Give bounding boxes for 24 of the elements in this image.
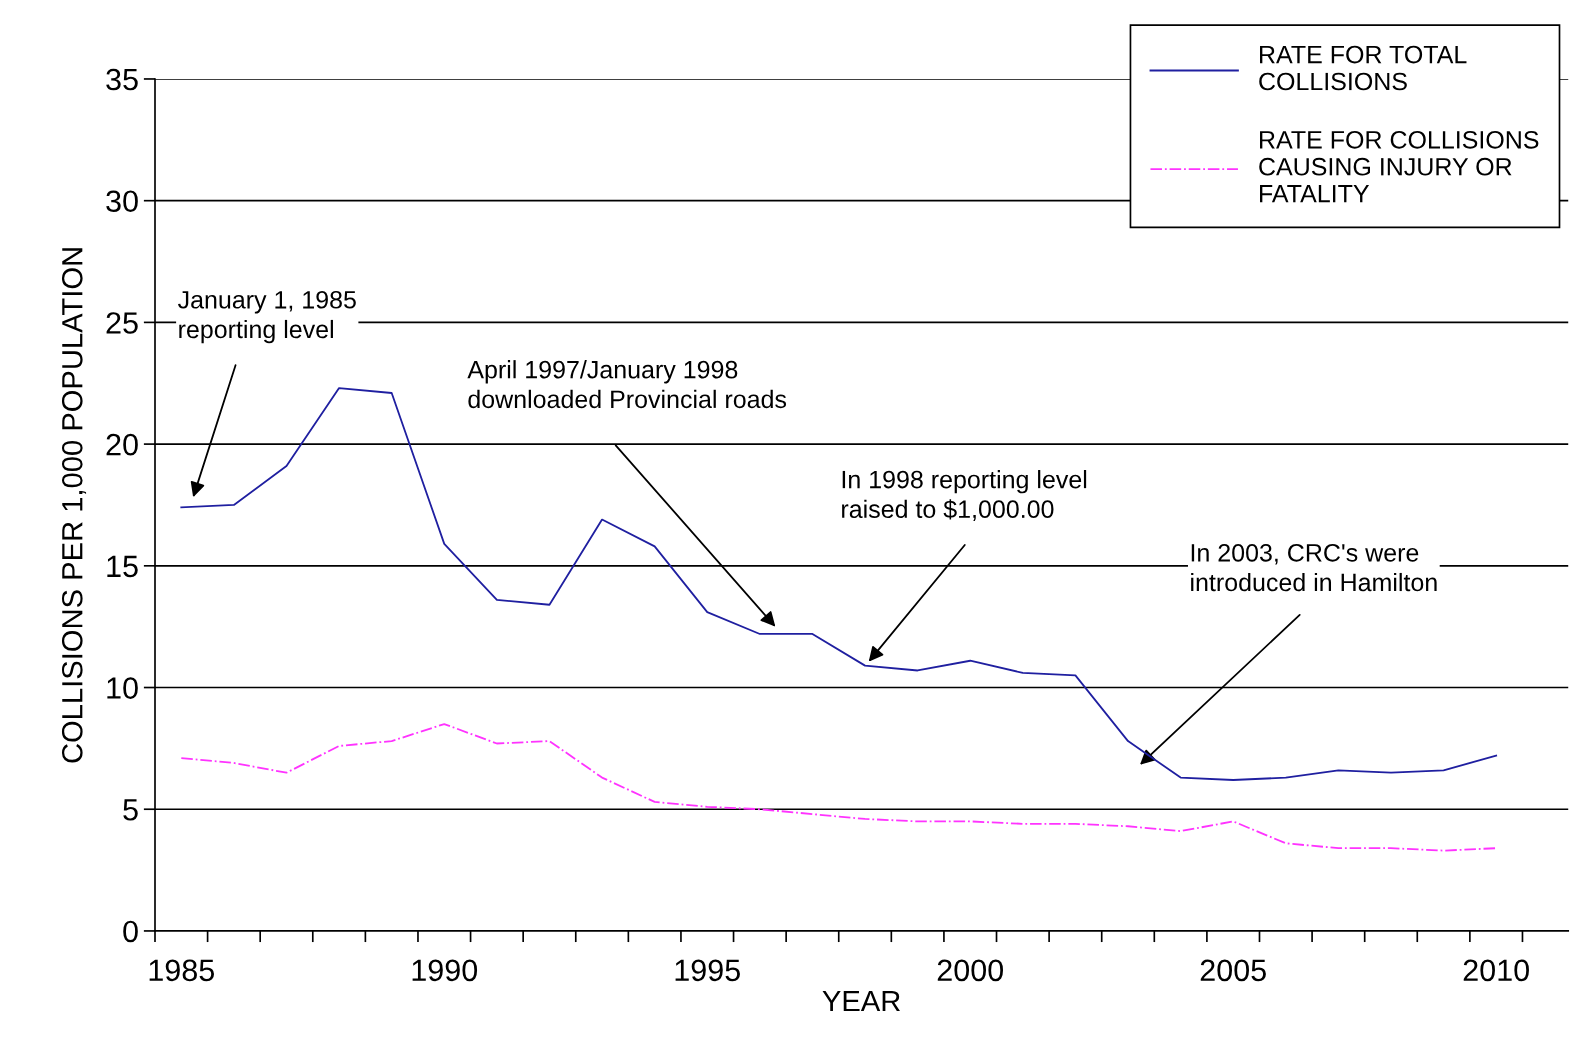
x-tick-label: 2005 bbox=[1200, 959, 1266, 982]
y-tick-label: 10 bbox=[107, 677, 138, 699]
line-series bbox=[180, 387, 1498, 781]
y-tick-label: 20 bbox=[106, 433, 138, 456]
x-tick-label: 1985 bbox=[149, 959, 215, 982]
x-tick-label: 1995 bbox=[675, 959, 740, 982]
legend-label: RATE FOR COLLISIONS CAUSING INJURY OR FATALITY bbox=[1259, 130, 1539, 203]
y-tick-label: 0 bbox=[123, 920, 138, 943]
legend-label: RATE FOR TOTAL COLLISIONS bbox=[1259, 45, 1467, 91]
annotation: April 1997/January 1998 downloaded Provincial roads bbox=[467, 360, 787, 409]
annotation: In 2003, CRC's were introduced in Hamilton bbox=[1191, 543, 1437, 592]
x-axis-title: YEAR bbox=[822, 991, 900, 1012]
y-tick-label: 15 bbox=[107, 555, 138, 578]
x-tick-label: 2010 bbox=[1463, 959, 1529, 982]
y-tick-label: 35 bbox=[106, 68, 138, 91]
y-tick-label: 25 bbox=[106, 312, 138, 334]
x-tick-label: 2000 bbox=[937, 959, 1004, 982]
x-tick-label: 1990 bbox=[412, 959, 478, 982]
annotation: In 1998 reporting level raised to $1,000.00 bbox=[842, 470, 1087, 521]
annotation: January 1, 1985 reporting level bbox=[178, 290, 356, 344]
y-axis-title: COLLISIONS PER 1,000 POPULATION bbox=[61, 248, 87, 763]
y-tick-label: 5 bbox=[123, 799, 138, 821]
line-series bbox=[180, 723, 1498, 852]
y-tick-label: 30 bbox=[106, 190, 138, 213]
